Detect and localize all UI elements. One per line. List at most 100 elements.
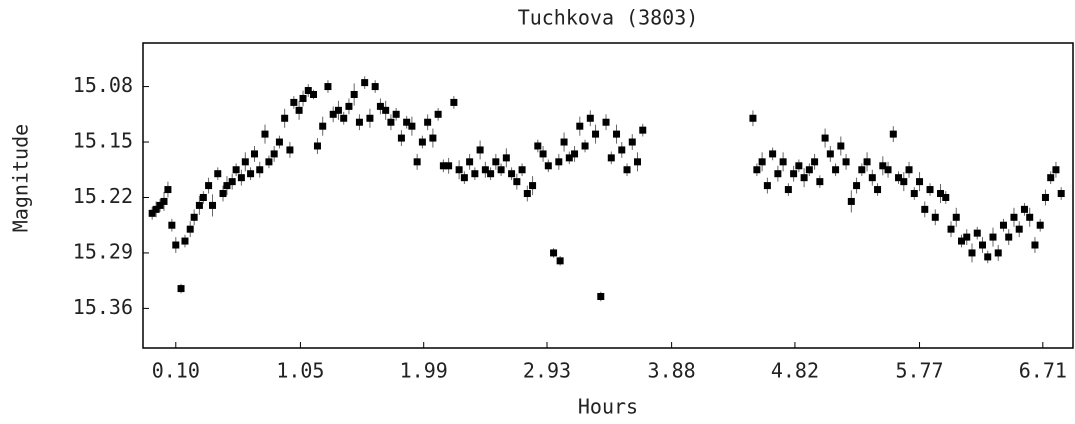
data-point xyxy=(931,213,939,221)
data-point xyxy=(232,166,240,174)
data-point xyxy=(1041,193,1049,201)
data-point xyxy=(502,154,510,162)
data-point xyxy=(209,201,217,209)
data-point xyxy=(556,257,564,265)
data-point xyxy=(476,146,484,154)
data-point xyxy=(439,162,447,170)
data-point xyxy=(1052,166,1060,174)
data-point xyxy=(424,118,432,126)
data-point xyxy=(471,170,479,178)
data-point xyxy=(265,158,273,166)
data-point xyxy=(571,150,579,158)
data-point xyxy=(376,102,384,110)
data-point xyxy=(910,190,918,198)
data-point xyxy=(1015,225,1023,233)
data-point xyxy=(800,174,808,182)
data-point xyxy=(895,174,903,182)
data-point xyxy=(989,233,997,241)
data-point xyxy=(821,134,829,142)
data-point xyxy=(774,170,782,178)
data-point xyxy=(879,162,887,170)
data-point xyxy=(1057,190,1065,198)
data-point xyxy=(863,158,871,166)
data-point xyxy=(413,158,421,166)
data-point xyxy=(181,237,189,245)
x-tick-label: 0.10 xyxy=(152,359,200,383)
data-point xyxy=(811,158,819,166)
data-point xyxy=(518,166,526,174)
data-point xyxy=(565,154,573,162)
data-point xyxy=(1010,213,1018,221)
data-point xyxy=(334,106,342,114)
data-point xyxy=(156,201,164,209)
data-point xyxy=(999,221,1007,229)
data-point xyxy=(295,106,303,114)
data-point xyxy=(434,110,442,118)
y-tick-label: 15.15 xyxy=(73,129,133,153)
data-point xyxy=(190,213,198,221)
data-point xyxy=(497,166,505,174)
data-point xyxy=(973,229,981,237)
data-point xyxy=(199,193,207,201)
data-point xyxy=(148,209,156,217)
data-point xyxy=(984,253,992,261)
data-point xyxy=(842,158,850,166)
data-point xyxy=(152,205,160,213)
y-axis-label: Magnitude xyxy=(9,124,33,232)
data-point xyxy=(963,233,971,241)
data-point xyxy=(319,122,327,130)
data-point xyxy=(805,166,813,174)
x-tick-label: 2.93 xyxy=(523,359,571,383)
data-point xyxy=(228,178,236,186)
data-point xyxy=(994,249,1002,257)
data-point xyxy=(795,162,803,170)
data-point xyxy=(466,158,474,166)
data-point xyxy=(937,190,945,198)
data-point xyxy=(214,170,222,178)
data-point xyxy=(313,142,321,150)
chart-title: Tuchkova (3803) xyxy=(518,6,699,30)
data-point xyxy=(958,237,966,245)
data-point xyxy=(634,158,642,166)
data-point xyxy=(256,166,264,174)
data-point xyxy=(628,138,636,146)
data-point xyxy=(816,178,824,186)
data-point xyxy=(286,146,294,154)
data-point xyxy=(874,186,882,194)
data-point xyxy=(304,87,312,95)
data-point xyxy=(947,225,955,233)
data-point xyxy=(392,110,400,118)
x-tick-label: 4.82 xyxy=(771,359,819,383)
data-point xyxy=(508,170,516,178)
x-tick-label: 3.88 xyxy=(648,359,696,383)
data-point xyxy=(784,186,792,194)
data-point xyxy=(1036,221,1044,229)
data-point xyxy=(884,166,892,174)
data-point xyxy=(382,106,390,114)
data-point xyxy=(219,190,227,198)
data-point xyxy=(237,174,245,182)
data-point xyxy=(539,150,547,158)
data-point xyxy=(1005,233,1013,241)
data-point xyxy=(763,182,771,190)
data-point xyxy=(550,249,558,257)
data-point xyxy=(455,166,463,174)
data-point xyxy=(403,118,411,126)
data-point xyxy=(853,182,861,190)
data-point xyxy=(921,205,929,213)
data-point xyxy=(576,122,584,130)
data-point xyxy=(1020,205,1028,213)
data-point xyxy=(602,118,610,126)
data-point xyxy=(837,142,845,150)
data-point xyxy=(329,110,337,118)
data-point xyxy=(560,138,568,146)
data-point xyxy=(942,193,950,201)
data-point xyxy=(968,249,976,257)
y-tick-label: 15.22 xyxy=(73,184,133,208)
data-point xyxy=(555,158,563,166)
data-point xyxy=(164,186,172,194)
y-tick-label: 15.36 xyxy=(73,295,133,319)
data-point xyxy=(597,293,605,301)
plot-frame xyxy=(142,42,1074,349)
